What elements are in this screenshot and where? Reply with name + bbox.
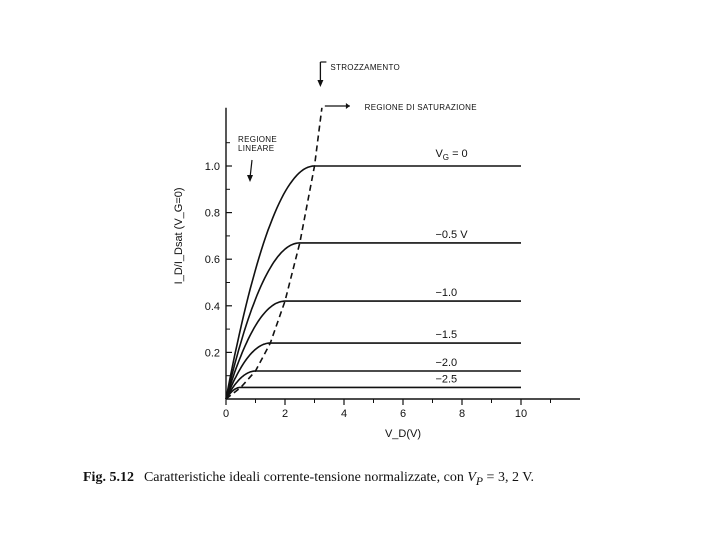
series-label: −2.5: [435, 373, 457, 385]
series-label: −1.5: [435, 329, 457, 341]
series-curve: [225, 165, 521, 400]
series-curve: [225, 370, 521, 400]
x-tick-label: 0: [223, 408, 229, 420]
linear-label-line2: LINEARE: [238, 144, 274, 153]
y-tick-label: 0.6: [205, 254, 220, 266]
caption-formula-sub: P: [475, 474, 484, 488]
y-axis-title: I_D/I_Dsat (V_G=0): [173, 187, 185, 284]
series-label: −2.0: [435, 357, 457, 369]
series-label: −0.5 V: [435, 229, 468, 241]
pinchoff-curve: [225, 107, 323, 400]
x-tick-label: 10: [515, 408, 527, 420]
y-tick-label: 0.2: [205, 347, 220, 359]
linear-arrow-head: [247, 175, 253, 182]
y-tick-label: 0.4: [205, 301, 220, 313]
caption-formula-var: V: [467, 470, 476, 485]
series-curve: [225, 342, 521, 400]
labels: 0 2 4 6 8 10 0.2 0.4 0.6 0.8 1.0 V_D(V) I_D/I_Dsat (…: [173, 63, 527, 440]
curves: [225, 61, 521, 400]
series-label: VG = 0: [435, 148, 467, 162]
series-curve: [225, 386, 521, 400]
linear-label-line1: REGIONE: [238, 135, 277, 144]
x-tick-label: 8: [459, 408, 465, 420]
caption-text: Caratteristiche ideali corrente-tensione…: [143, 470, 464, 485]
figure-caption: Fig. 5.12 Caratteristiche ideali corrente…: [83, 470, 534, 488]
saturation-arrow-head: [345, 103, 350, 109]
y-tick-label: 1.0: [205, 161, 220, 173]
axes: [225, 107, 580, 405]
x-tick-label: 4: [341, 408, 347, 420]
x-axis-title: V_D(V): [385, 428, 421, 440]
saturation-label: REGIONE DI SATURAZIONE: [365, 103, 477, 112]
series-label: −1.0: [435, 287, 457, 299]
caption-formula-rest: = 3, 2 V.: [483, 470, 534, 485]
figure-number: Fig. 5.12: [83, 470, 134, 485]
x-tick-label: 6: [400, 408, 406, 420]
pinchoff-arrow-head: [317, 80, 324, 87]
pinchoff-label: STROZZAMENTO: [330, 63, 400, 72]
x-tick-label: 2: [282, 408, 288, 420]
series-curve: [225, 242, 521, 400]
y-tick-label: 0.8: [205, 208, 220, 220]
series-curve: [225, 300, 521, 400]
